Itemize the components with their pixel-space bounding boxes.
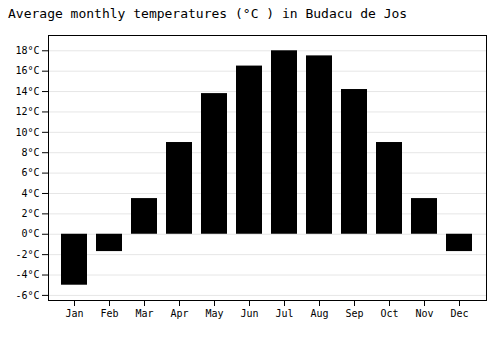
svg-text:-4°C: -4°C: [15, 269, 39, 280]
svg-text:4°C: 4°C: [21, 188, 39, 199]
svg-text:2°C: 2°C: [21, 208, 39, 219]
svg-text:Oct: Oct: [380, 308, 398, 319]
svg-text:Jun: Jun: [240, 308, 258, 319]
svg-text:Jan: Jan: [65, 308, 83, 319]
svg-text:-6°C: -6°C: [15, 290, 39, 301]
svg-text:16°C: 16°C: [15, 65, 39, 76]
svg-text:18°C: 18°C: [15, 45, 39, 56]
svg-text:14°C: 14°C: [15, 86, 39, 97]
svg-text:Mar: Mar: [135, 308, 153, 319]
svg-text:Aug: Aug: [310, 308, 328, 319]
svg-text:Jul: Jul: [275, 308, 293, 319]
svg-text:6°C: 6°C: [21, 167, 39, 178]
svg-text:Dec: Dec: [450, 308, 468, 319]
svg-text:Sep: Sep: [345, 308, 363, 319]
html-text:Average monthly temperatures (: Average monthly temperatures (°C ) in Bu…: [8, 6, 408, 21]
svg-text:May: May: [205, 308, 223, 319]
svg-text:10°C: 10°C: [15, 127, 39, 138]
svg-text:Apr: Apr: [170, 308, 188, 319]
svg-text:12°C: 12°C: [15, 106, 39, 117]
svg-text:8°C: 8°C: [21, 147, 39, 158]
svg-text:Feb: Feb: [100, 308, 118, 319]
svg-text:-2°C: -2°C: [15, 249, 39, 260]
svg-text:0°C: 0°C: [21, 228, 39, 239]
svg-text:Nov: Nov: [415, 308, 433, 319]
